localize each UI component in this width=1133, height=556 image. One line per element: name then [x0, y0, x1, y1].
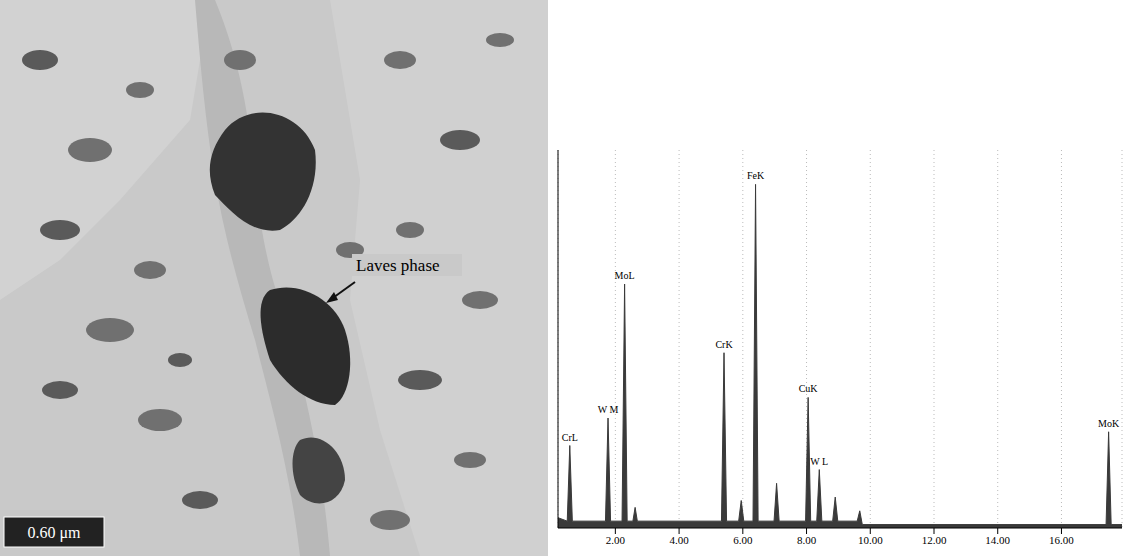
svg-text:MoK: MoK — [1098, 418, 1120, 429]
svg-text:16.00: 16.00 — [1049, 534, 1074, 546]
svg-text:0.60 μm: 0.60 μm — [27, 524, 81, 542]
svg-text:Laves phase: Laves phase — [356, 256, 440, 275]
svg-text:W M: W M — [598, 404, 619, 415]
svg-text:2.00: 2.00 — [606, 534, 626, 546]
svg-text:14.00: 14.00 — [985, 534, 1010, 546]
svg-text:W L: W L — [810, 456, 828, 467]
svg-text:FeK: FeK — [747, 170, 765, 181]
svg-text:12.00: 12.00 — [922, 534, 947, 546]
svg-text:8.00: 8.00 — [797, 534, 817, 546]
svg-text:CrK: CrK — [715, 339, 733, 350]
svg-text:CrL: CrL — [562, 432, 578, 443]
svg-text:6.00: 6.00 — [733, 534, 753, 546]
svg-text:CuK: CuK — [799, 383, 819, 394]
svg-text:4.00: 4.00 — [669, 534, 689, 546]
svg-text:10.00: 10.00 — [858, 534, 883, 546]
svg-text:MoL: MoL — [615, 270, 635, 281]
